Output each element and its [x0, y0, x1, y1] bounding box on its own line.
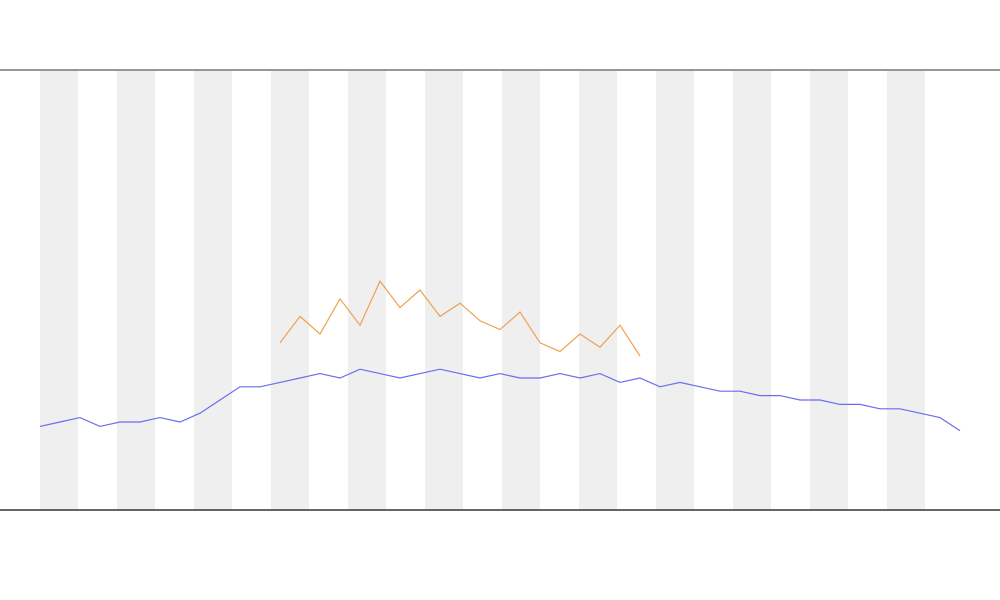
- band: [656, 70, 694, 510]
- band: [117, 70, 155, 510]
- band: [348, 70, 386, 510]
- series-line: [39, 368, 961, 432]
- band: [40, 70, 78, 510]
- band: [502, 70, 540, 510]
- band: [810, 70, 848, 510]
- band: [425, 70, 463, 510]
- band: [194, 70, 232, 510]
- band: [733, 70, 771, 510]
- series-line: [279, 280, 641, 357]
- band: [887, 70, 925, 510]
- band: [579, 70, 617, 510]
- band: [271, 70, 309, 510]
